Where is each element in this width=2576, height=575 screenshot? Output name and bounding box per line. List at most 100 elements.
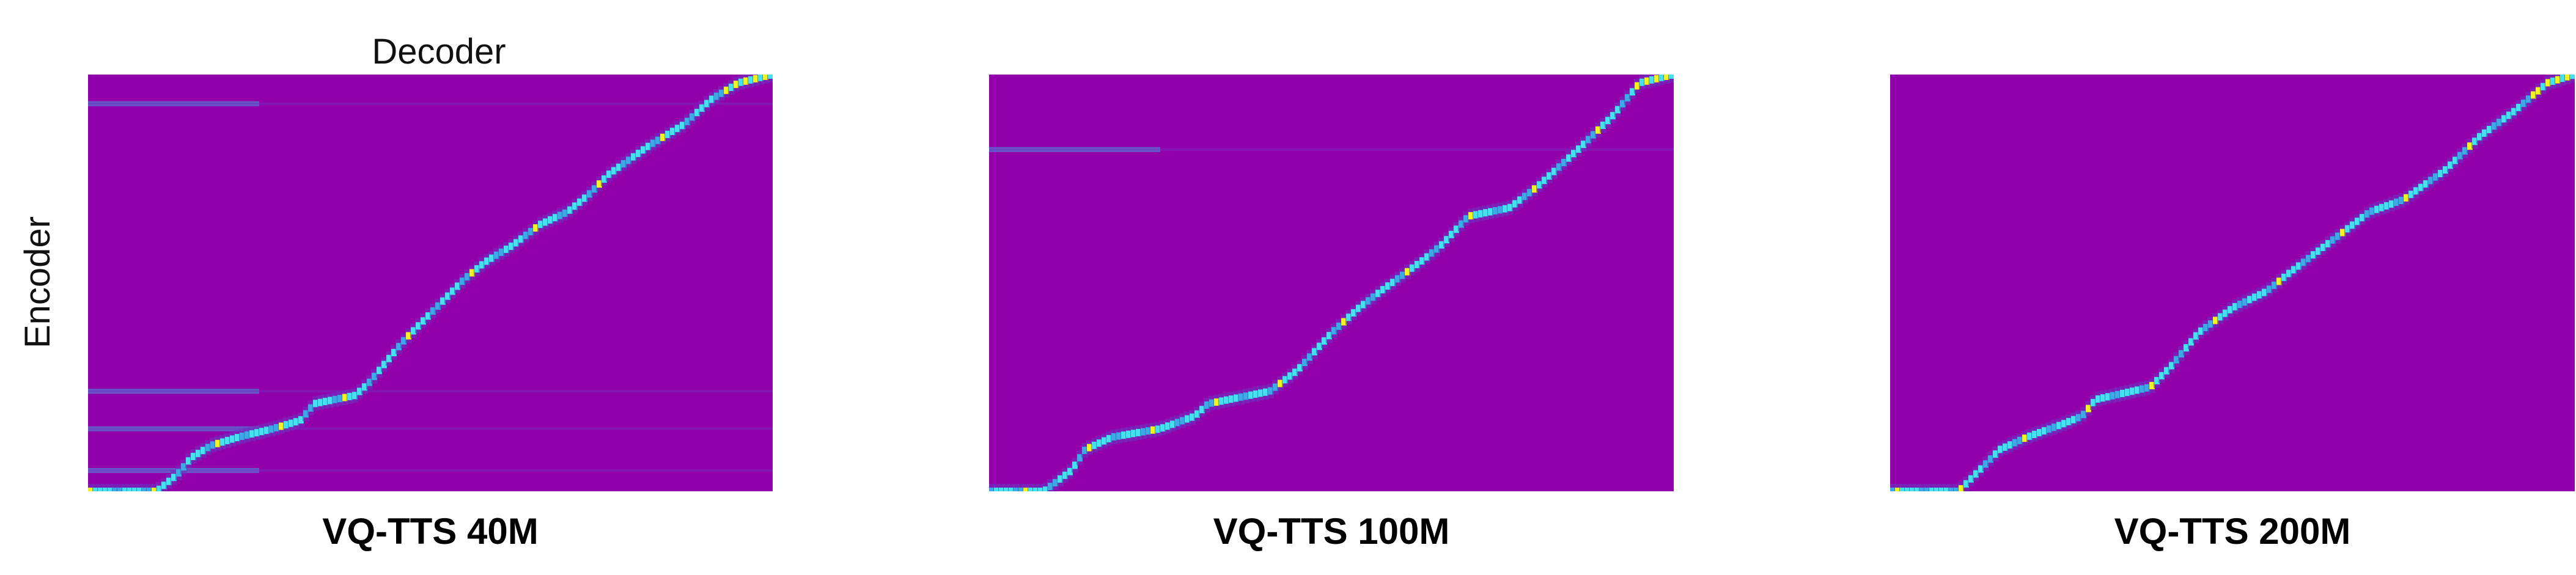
attention-cell: [240, 432, 245, 440]
attention-cell: [1097, 439, 1102, 447]
attention-cell: [1517, 196, 1523, 204]
attention-cell: [543, 218, 548, 226]
attention-cell: [1615, 106, 1621, 114]
attention-cell: [2492, 122, 2497, 130]
attention-cell: [641, 146, 646, 154]
attention-cell: [1033, 488, 1039, 491]
attention-cell: [171, 474, 177, 482]
attention-cell: [2179, 350, 2184, 357]
attention-cell: [2443, 166, 2448, 174]
attention-cell: [298, 416, 304, 424]
attention-cell: [2276, 277, 2282, 285]
attention-cell: [137, 488, 142, 491]
attention-cell: [1919, 488, 1925, 491]
attention-cell: [1278, 379, 1283, 387]
attention-cell: [1483, 209, 1489, 217]
heatmap-svg-100m: [989, 75, 1674, 491]
attention-cell: [2144, 384, 2150, 392]
attention-cell: [2570, 75, 2575, 79]
attention-cell: [509, 243, 514, 251]
attention-cell: [2262, 288, 2267, 296]
attention-cell: [161, 482, 167, 489]
attention-cell: [2516, 103, 2522, 111]
attention-cell: [1954, 488, 1959, 491]
attention-cell: [1287, 372, 1293, 380]
attention-cell: [2105, 393, 2111, 401]
attention-cell: [264, 427, 270, 434]
attention-cell: [186, 457, 191, 465]
attention-cell: [1317, 342, 1322, 350]
attention-heatmap-40m: [88, 75, 773, 491]
attention-cell: [2247, 296, 2253, 304]
attention-cell: [553, 214, 558, 222]
attention-cell: [1121, 431, 1127, 439]
attention-cell: [636, 150, 641, 158]
attention-cell: [2154, 376, 2160, 384]
attention-cell: [2012, 439, 2018, 447]
attention-cell: [2311, 251, 2316, 259]
attention-cell: [318, 398, 323, 406]
attention-cell: [1459, 220, 1464, 228]
attention-cell: [2467, 142, 2473, 150]
attention-cell: [1282, 376, 1288, 384]
attention-cell: [1180, 417, 1185, 425]
attention-cell: [2541, 82, 2546, 90]
attention-cell: [450, 287, 455, 295]
attention-cell: [2032, 430, 2037, 438]
attention-cell: [1915, 488, 1920, 491]
attention-cell: [2545, 79, 2551, 87]
attention-cell: [1126, 430, 1132, 438]
attention-cell: [1082, 447, 1087, 455]
attention-cell: [1463, 215, 1469, 223]
attention-cell: [1038, 488, 1043, 491]
attention-streak: [88, 426, 259, 431]
attention-cell: [386, 354, 392, 362]
attention-cell: [342, 394, 348, 401]
attention-cell: [2369, 207, 2375, 215]
attention-cell: [2052, 423, 2057, 431]
attention-cell: [1929, 488, 1935, 491]
attention-cell: [2003, 443, 2008, 451]
attention-cell: [2409, 191, 2414, 199]
attention-cell: [269, 425, 274, 433]
attention-cell: [1895, 488, 1901, 491]
attention-cell: [587, 190, 592, 198]
attention-cell: [1185, 415, 1190, 423]
attention-cell: [2061, 420, 2067, 428]
attention-cell: [558, 211, 563, 219]
attention-cell: [1160, 424, 1166, 432]
attention-cell: [685, 117, 690, 125]
attention-cell: [1600, 122, 1606, 130]
attention-cell: [1346, 313, 1352, 321]
attention-cell: [323, 398, 328, 406]
attention-cell: [724, 86, 729, 94]
attention-cell: [734, 81, 739, 89]
attention-cell: [1581, 141, 1586, 148]
attention-cell: [2120, 389, 2125, 397]
heatmap-caption-40m: VQ-TTS 40M: [322, 511, 539, 552]
attention-cell: [2022, 434, 2028, 442]
attention-cell: [616, 163, 622, 171]
attention-cell: [2076, 414, 2081, 422]
attention-cell: [469, 269, 475, 277]
attention-cell: [1498, 206, 1503, 214]
attention-cell: [1028, 488, 1034, 491]
attention-cell: [1199, 406, 1205, 414]
attention-cell: [1493, 207, 1498, 214]
attention-cell: [1659, 75, 1665, 81]
attention-cell: [445, 292, 451, 300]
attention-cell: [1092, 441, 1097, 449]
attention-cell: [1551, 167, 1557, 175]
attention-cell: [1973, 470, 1979, 478]
attention-cell: [1522, 192, 1528, 200]
attention-cell: [1268, 387, 1273, 395]
attention-cell: [372, 372, 377, 380]
attention-cell: [2042, 427, 2047, 435]
decoder-axis-label: Decoder: [372, 32, 506, 71]
attention-cell: [127, 488, 133, 491]
attention-cell: [1566, 154, 1572, 162]
attention-cell: [513, 239, 519, 247]
attention-cell: [293, 418, 299, 426]
attention-cell: [2047, 425, 2052, 433]
attention-cell: [1639, 78, 1645, 86]
